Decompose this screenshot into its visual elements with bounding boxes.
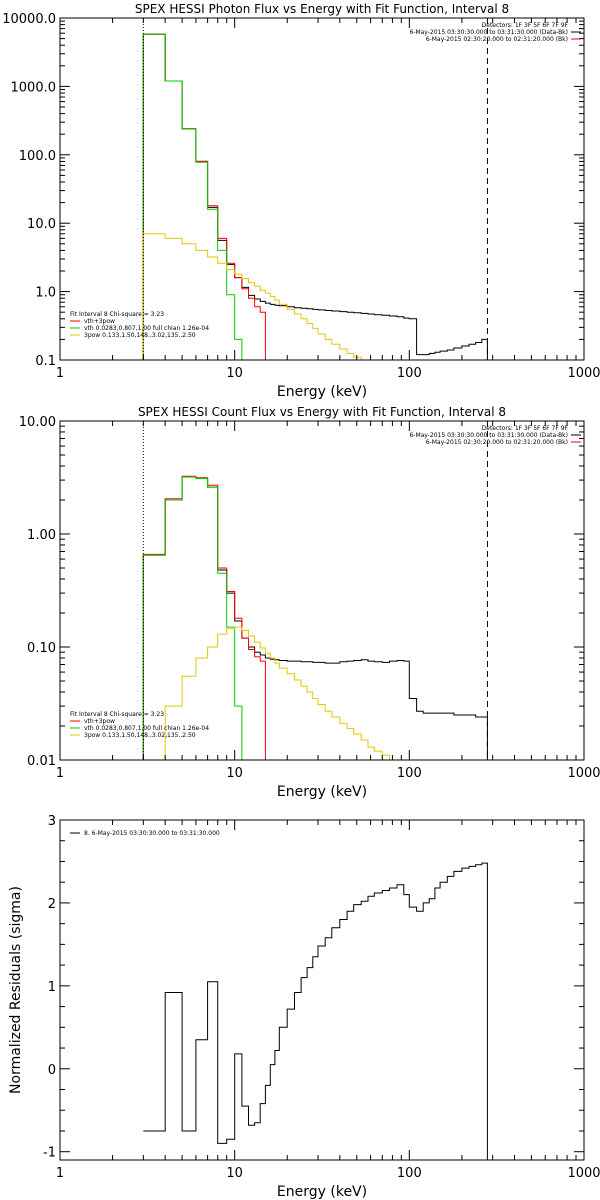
chart-title: SPEX HESSI Photon Flux vs Energy with Fi… xyxy=(135,2,509,16)
x-tick-label: 1 xyxy=(56,1166,64,1181)
x-axis-label: Energy (keV) xyxy=(277,784,367,800)
legend-entry: 8. 6-May-2015 03:30:30.000 to 03:31:30.0… xyxy=(84,830,220,837)
plot-frame xyxy=(59,819,585,1161)
series-line-1 xyxy=(142,33,488,360)
y-tick-label: 10.00 xyxy=(19,415,56,430)
x-tick-label: 100 xyxy=(397,366,422,381)
x-tick-label: 1000 xyxy=(567,366,600,381)
x-tick-label: 100 xyxy=(397,1166,422,1181)
x-axis-label: Energy (keV) xyxy=(277,384,367,400)
chart-panel-2: SPEX HESSI Count Flux vs Energy with Fit… xyxy=(19,405,600,800)
series-line-3 xyxy=(142,476,249,760)
y-tick-label: 100.0 xyxy=(19,149,56,164)
x-tick-label: 10 xyxy=(226,766,243,781)
legend-entry: Fit Interval 8 Chi-square = 3.23 xyxy=(70,311,164,318)
x-axis-label: Energy (keV) xyxy=(277,1184,367,1200)
legend-entry: 3pow 0.133,1.50,148.,3.02,135.,2.50 xyxy=(84,332,196,339)
y-tick-label: -1 xyxy=(43,1146,56,1161)
y-tick-label: 1.00 xyxy=(27,528,56,543)
y-tick-label: 1 xyxy=(48,980,56,995)
header-line: Detectors: 1F 3F 5F 6F 7F 9F xyxy=(482,425,569,432)
y-tick-label: 3 xyxy=(48,814,56,829)
chart-title: SPEX HESSI Count Flux vs Energy with Fit… xyxy=(138,405,506,419)
y-tick-label: 0.1 xyxy=(35,354,56,369)
header-line: 6-May-2015 03:30:30.000 to 03:31:30.000 … xyxy=(409,432,568,439)
series-line-3 xyxy=(142,33,249,360)
chart-panel-1: SPEX HESSI Photon Flux vs Energy with Fi… xyxy=(2,2,600,400)
x-tick-label: 10 xyxy=(226,1166,243,1181)
legend-entry: Fit Interval 8 Chi-square = 3.23 xyxy=(70,711,164,718)
legend-entry: vth+3pow xyxy=(84,718,115,725)
y-tick-label: 1.0 xyxy=(35,286,56,301)
series-line-2 xyxy=(142,475,266,760)
chart-panel-3: 1 10 100 1000 -1 0 1 2 3 Energy (keV) Normalized R… xyxy=(8,814,600,1200)
x-tick-label: 1000 xyxy=(567,1166,600,1181)
y-axis-label: Normalized Residuals (sigma) xyxy=(8,886,24,1094)
y-tick-label: 10000.0 xyxy=(2,12,56,27)
series-line-1 xyxy=(143,862,488,1160)
series-group xyxy=(142,33,488,360)
plot-frame xyxy=(59,17,585,361)
series-line-4 xyxy=(142,626,410,760)
series-group xyxy=(143,862,488,1160)
y-tick-label: 0 xyxy=(48,1063,56,1078)
x-tick-label: 1 xyxy=(56,366,64,381)
legend-entry: vth 0.0283,0.807,1.00 full chian 1.26e-0… xyxy=(84,325,209,332)
x-tick-label: 100 xyxy=(397,766,422,781)
legend-entry: 3pow 0.133,1.50,148.,3.02,135.,2.50 xyxy=(84,732,196,739)
y-tick-label: 1000.0 xyxy=(11,80,57,95)
y-tick-label: 2 xyxy=(48,897,56,912)
x-tick-label: 1 xyxy=(56,766,64,781)
y-tick-label: 10.0 xyxy=(27,217,56,232)
series-group xyxy=(142,475,488,760)
header-line: 6-May-2015 02:30:20.000 to 02:31:20.000 … xyxy=(426,439,568,446)
header-line: Detectors: 1F 3F 5F 6F 7F 9F xyxy=(482,22,569,29)
series-line-4 xyxy=(142,233,383,360)
plot-frame xyxy=(59,420,585,761)
y-tick-label: 0.01 xyxy=(27,754,56,769)
x-tick-label: 1000 xyxy=(567,766,600,781)
legend-entry: vth 0.0283,0.807,1.00 full chian 1.26e-0… xyxy=(84,725,209,732)
y-tick-label: 0.10 xyxy=(27,641,56,656)
header-line: 6-May-2015 02:30:20.000 to 02:31:20.000 … xyxy=(426,36,568,43)
legend-entry: vth+3pow xyxy=(84,318,115,325)
x-tick-label: 10 xyxy=(226,366,243,381)
header-line: 6-May-2015 03:30:30.000 to 03:31:30.000 … xyxy=(409,29,568,36)
series-line-1 xyxy=(142,476,488,760)
